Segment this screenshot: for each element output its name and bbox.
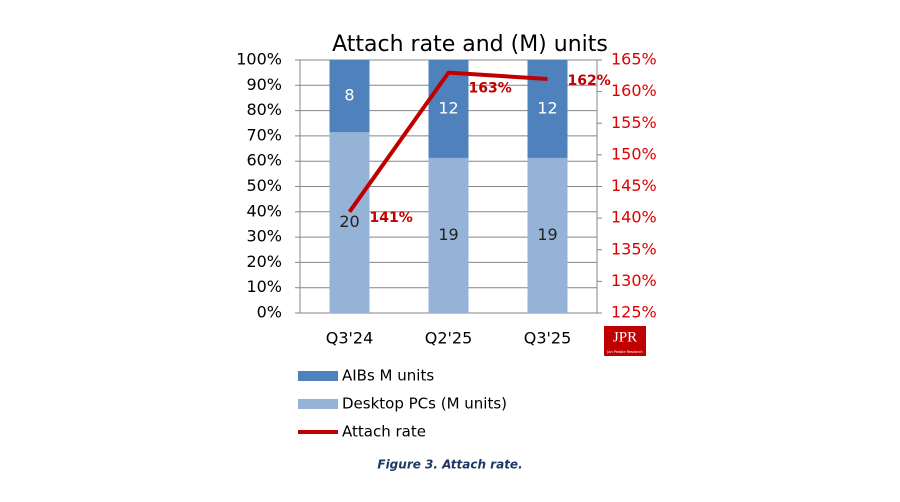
bar-label: 8 (344, 86, 354, 105)
legend-label: AIBs M units (342, 367, 434, 385)
chart-title: Attach rate and (M) units (332, 32, 608, 57)
line-label: 162% (568, 73, 611, 89)
legend-swatch (298, 399, 338, 409)
bar-segment (329, 60, 370, 133)
y2-tick-label: 165% (611, 50, 657, 69)
y-tick-label: 100% (236, 50, 282, 69)
line-series (347, 70, 548, 213)
line-label: 163% (469, 81, 512, 97)
legend-label: Desktop PCs (M units) (342, 395, 507, 413)
y2-tick-label: 145% (611, 176, 657, 195)
y-tick-label: 10% (246, 277, 282, 296)
bar-segment (527, 157, 568, 313)
caption: Figure 3. Attach rate. (377, 458, 522, 472)
bar-segment (428, 60, 469, 158)
line-label: 141% (370, 210, 413, 226)
bar-segment (329, 132, 370, 313)
legend-label: Attach rate (342, 423, 426, 441)
y-tick-label: 50% (246, 176, 282, 195)
y2-tick-label: 140% (611, 208, 657, 227)
logo-subtext: Jon Peddie Research (606, 350, 642, 354)
bar-label: 12 (438, 98, 458, 117)
bar-label: 12 (537, 98, 557, 117)
y-tick-label: 60% (246, 151, 282, 170)
y2-tick-label: 130% (611, 271, 657, 290)
y-tick-label: 80% (246, 100, 282, 119)
y2-tick-label: 125% (611, 303, 657, 322)
y-tick-label: 70% (246, 125, 282, 144)
y-tick-label: 0% (257, 303, 282, 322)
y2-tick-label: 160% (611, 81, 657, 100)
bar-segment (428, 157, 469, 313)
logo-text: JPR (613, 329, 637, 345)
y-tick-label: 90% (246, 75, 282, 94)
bar-label: 19 (537, 225, 557, 244)
y-tick-label: 30% (246, 227, 282, 246)
x-tick-label: Q3'25 (524, 329, 572, 348)
y2-tick-label: 155% (611, 113, 657, 132)
legend-swatch (298, 371, 338, 381)
y2-tick-label: 150% (611, 144, 657, 163)
x-tick-label: Q3'24 (326, 329, 374, 348)
y-tick-label: 20% (246, 252, 282, 271)
y2-tick-label: 135% (611, 239, 657, 258)
logo-box (604, 326, 646, 356)
bar-label: 20 (339, 212, 359, 231)
x-tick-label: Q2'25 (425, 329, 473, 348)
bar-label: 19 (438, 225, 458, 244)
y-tick-label: 40% (246, 201, 282, 220)
